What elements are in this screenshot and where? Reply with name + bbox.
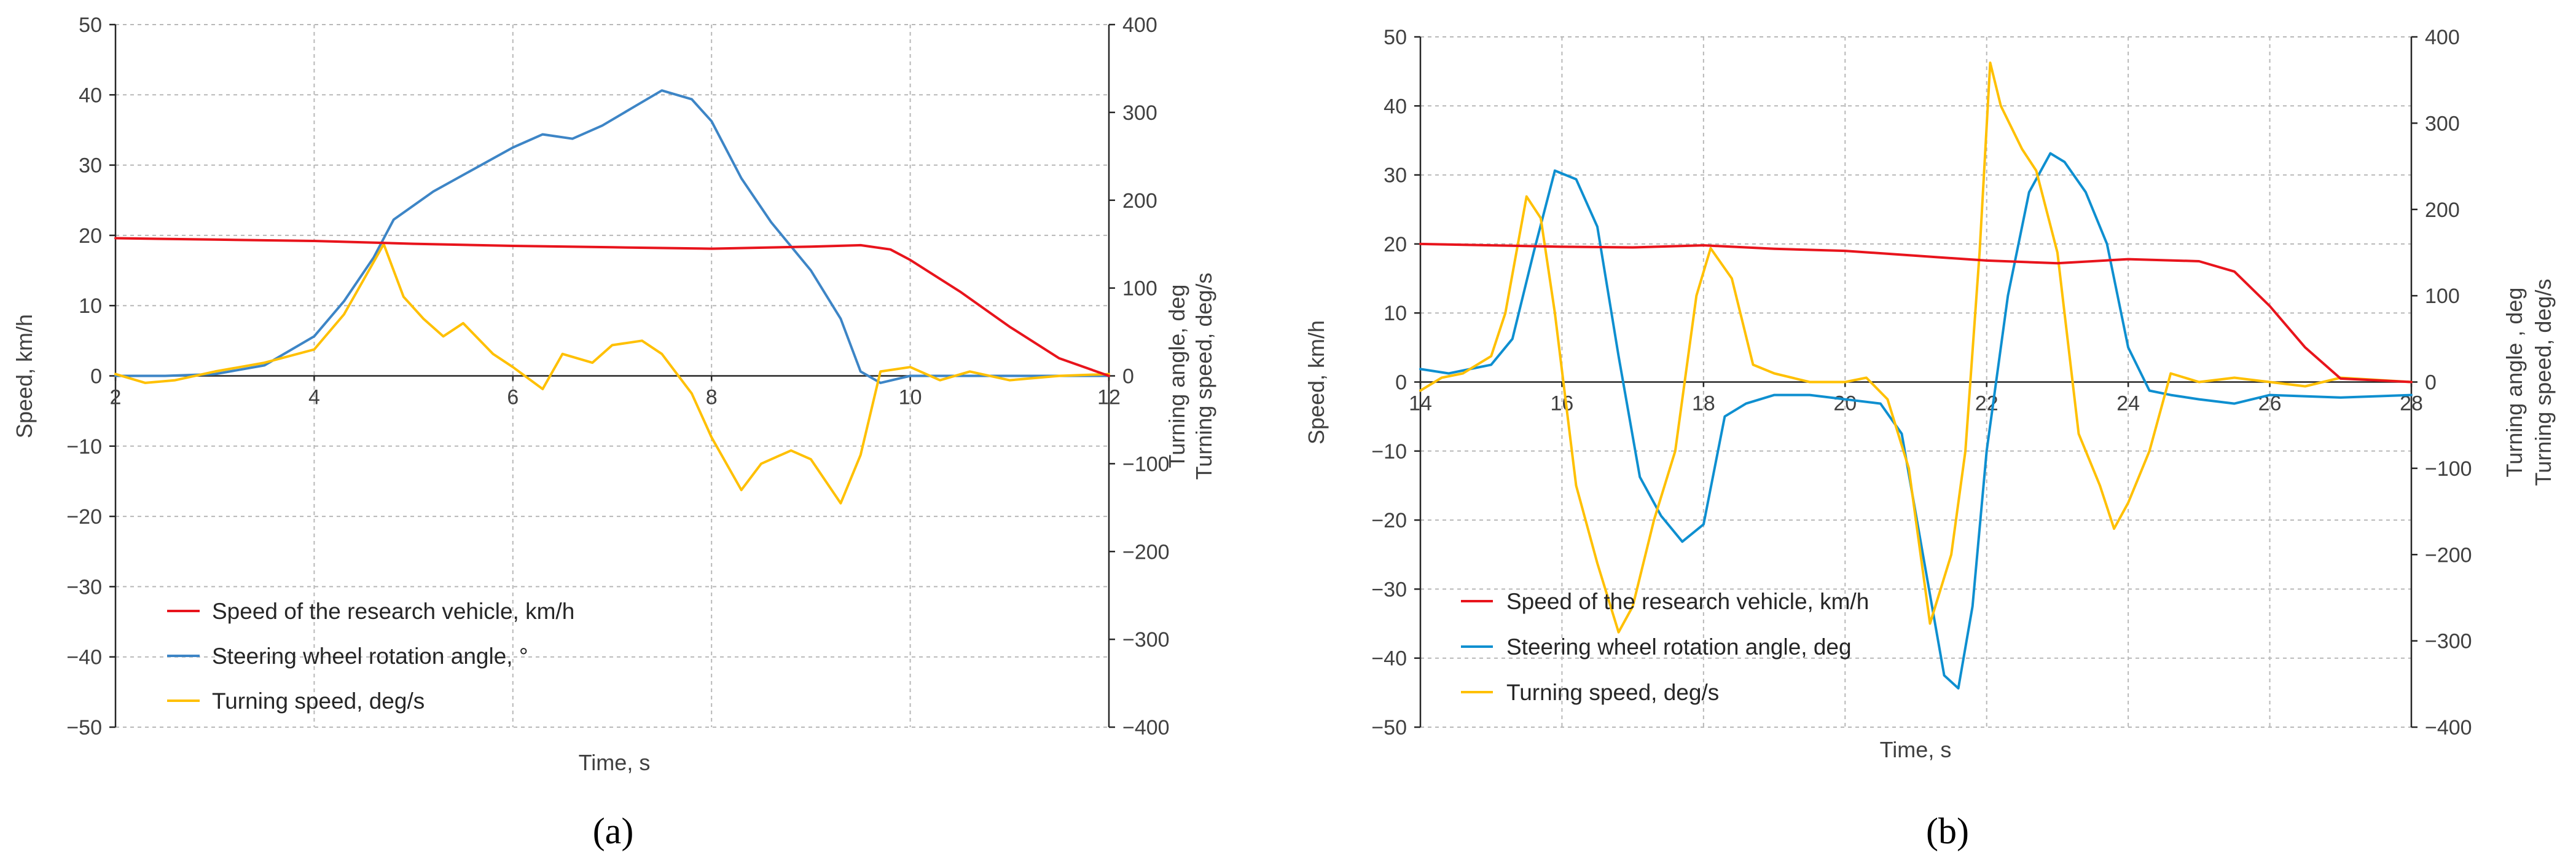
legend-label-turning-speed: Turning speed, deg/s bbox=[1506, 680, 1719, 705]
x-tick-label: 4 bbox=[308, 386, 320, 409]
right-y-ticks-b: −400 −300 −200 −100 0 100 200 300 400 bbox=[2411, 26, 2472, 739]
left-y-tick-label: 20 bbox=[1384, 233, 1407, 256]
y-axis-right-label-1: Turning angle , deg bbox=[2502, 288, 2527, 478]
legend-label-turning-speed: Turning speed, deg/s bbox=[212, 688, 425, 714]
left-y-tick-label: 10 bbox=[1384, 302, 1407, 325]
left-y-tick-label: 0 bbox=[1395, 371, 1407, 395]
y-axis-left-label: Speed, km/h bbox=[1304, 320, 1329, 444]
legend-label-steering: Steering wheel rotation angle, ° bbox=[212, 644, 528, 669]
left-y-tick-label: 50 bbox=[79, 14, 102, 37]
legend-a: Speed of the research vehicle, km/h Stee… bbox=[167, 599, 574, 714]
right-y-tick-label: −200 bbox=[1122, 540, 1170, 564]
left-y-ticks-b: −50 −40 −30 −20 −10 0 10 20 30 40 50 bbox=[1371, 26, 1420, 739]
right-y-tick-label: −100 bbox=[2425, 457, 2472, 481]
panel-label-a: (a) bbox=[593, 811, 634, 851]
x-ticks-a: 2 4 6 8 10 12 bbox=[110, 376, 1121, 409]
right-y-tick-label: 400 bbox=[1122, 14, 1157, 37]
series-line-turning-speed bbox=[1419, 61, 2413, 634]
legend-b: Speed of the research vehicle, km/h Stee… bbox=[1461, 589, 1869, 705]
right-y-tick-label: 100 bbox=[1122, 277, 1157, 301]
legend-label-steering: Steering wheel rotation angle, deg bbox=[1506, 634, 1852, 660]
left-y-tick-label: −50 bbox=[1371, 716, 1407, 739]
x-tick-label: 2 bbox=[110, 386, 122, 409]
x-tick-label: 16 bbox=[1551, 392, 1574, 416]
right-y-tick-label: −300 bbox=[2425, 630, 2472, 653]
right-y-tick-label: −100 bbox=[1122, 452, 1170, 476]
y-axis-right-label-2: Turning speed, deg/s bbox=[1191, 273, 1216, 480]
grid-a bbox=[115, 24, 1109, 728]
left-y-tick-label: 20 bbox=[79, 224, 102, 248]
series-line-steering-angle bbox=[1419, 152, 2413, 690]
series-line-speed bbox=[114, 237, 1110, 377]
left-y-tick-label: 50 bbox=[1384, 26, 1407, 49]
y-axis-right-label-1: Turning angle, deg bbox=[1164, 285, 1189, 468]
y-axis-right-label-2: Turning speed, deg/s bbox=[2531, 279, 2556, 486]
right-y-tick-label: −300 bbox=[1122, 628, 1170, 652]
x-tick-label: 18 bbox=[1692, 392, 1715, 416]
legend-label-speed: Speed of the research vehicle, km/h bbox=[212, 599, 574, 624]
x-tick-label: 10 bbox=[899, 386, 922, 409]
left-y-tick-label: 40 bbox=[1384, 95, 1407, 118]
x-tick-label: 20 bbox=[1833, 392, 1857, 416]
right-y-tick-label: 0 bbox=[1122, 365, 1134, 388]
series-line-turning-speed bbox=[114, 243, 1110, 505]
left-y-tick-label: −20 bbox=[1371, 509, 1407, 532]
series-line-speed bbox=[1419, 242, 2413, 384]
x-tick-label: 12 bbox=[1097, 386, 1121, 409]
right-y-tick-label: 300 bbox=[1122, 101, 1157, 125]
x-tick-label: 8 bbox=[706, 386, 718, 409]
left-y-tick-label: −40 bbox=[66, 646, 102, 669]
left-y-tick-label: 30 bbox=[79, 154, 102, 178]
right-y-tick-label: −400 bbox=[2425, 716, 2472, 739]
left-y-tick-label: −50 bbox=[66, 716, 102, 739]
left-y-tick-label: −10 bbox=[1371, 440, 1407, 463]
left-y-tick-label: 10 bbox=[79, 294, 102, 318]
right-y-tick-label: 0 bbox=[2425, 371, 2437, 395]
right-y-tick-label: 200 bbox=[2425, 199, 2460, 222]
series-b bbox=[1419, 61, 2413, 690]
left-y-tick-label: −30 bbox=[1371, 578, 1407, 601]
right-y-tick-label: 200 bbox=[1122, 189, 1157, 213]
left-y-tick-label: −20 bbox=[66, 505, 102, 529]
left-y-tick-label: −10 bbox=[66, 435, 102, 459]
series-line-steering-angle bbox=[114, 89, 1110, 384]
left-y-tick-label: 30 bbox=[1384, 164, 1407, 187]
series-a bbox=[114, 89, 1110, 505]
x-tick-label: 14 bbox=[1409, 392, 1432, 416]
left-y-tick-label: −40 bbox=[1371, 647, 1407, 671]
x-tick-label: 6 bbox=[507, 386, 519, 409]
right-y-tick-label: 300 bbox=[2425, 112, 2460, 135]
x-tick-label: 24 bbox=[2116, 392, 2140, 416]
panel-label-b: (b) bbox=[1926, 811, 1969, 851]
x-axis-label: Time, s bbox=[579, 750, 651, 775]
right-y-tick-label: −200 bbox=[2425, 543, 2472, 567]
right-y-tick-label: −400 bbox=[1122, 716, 1170, 739]
legend-label-speed: Speed of the research vehicle, km/h bbox=[1506, 589, 1869, 614]
left-y-ticks-a: −50 −40 −30 −20 −10 0 10 20 30 40 50 bbox=[66, 14, 115, 739]
left-y-tick-label: 40 bbox=[79, 84, 102, 107]
y-axis-left-label: Speed, km/h bbox=[12, 314, 37, 438]
right-y-tick-label: 400 bbox=[2425, 26, 2460, 49]
right-y-tick-label: 100 bbox=[2425, 285, 2460, 308]
left-y-tick-label: 0 bbox=[90, 365, 102, 388]
right-y-ticks-a: −400 −300 −200 −100 0 100 200 300 400 bbox=[1109, 14, 1170, 739]
left-y-tick-label: −30 bbox=[66, 575, 102, 599]
x-axis-label: Time, s bbox=[1880, 737, 1952, 762]
